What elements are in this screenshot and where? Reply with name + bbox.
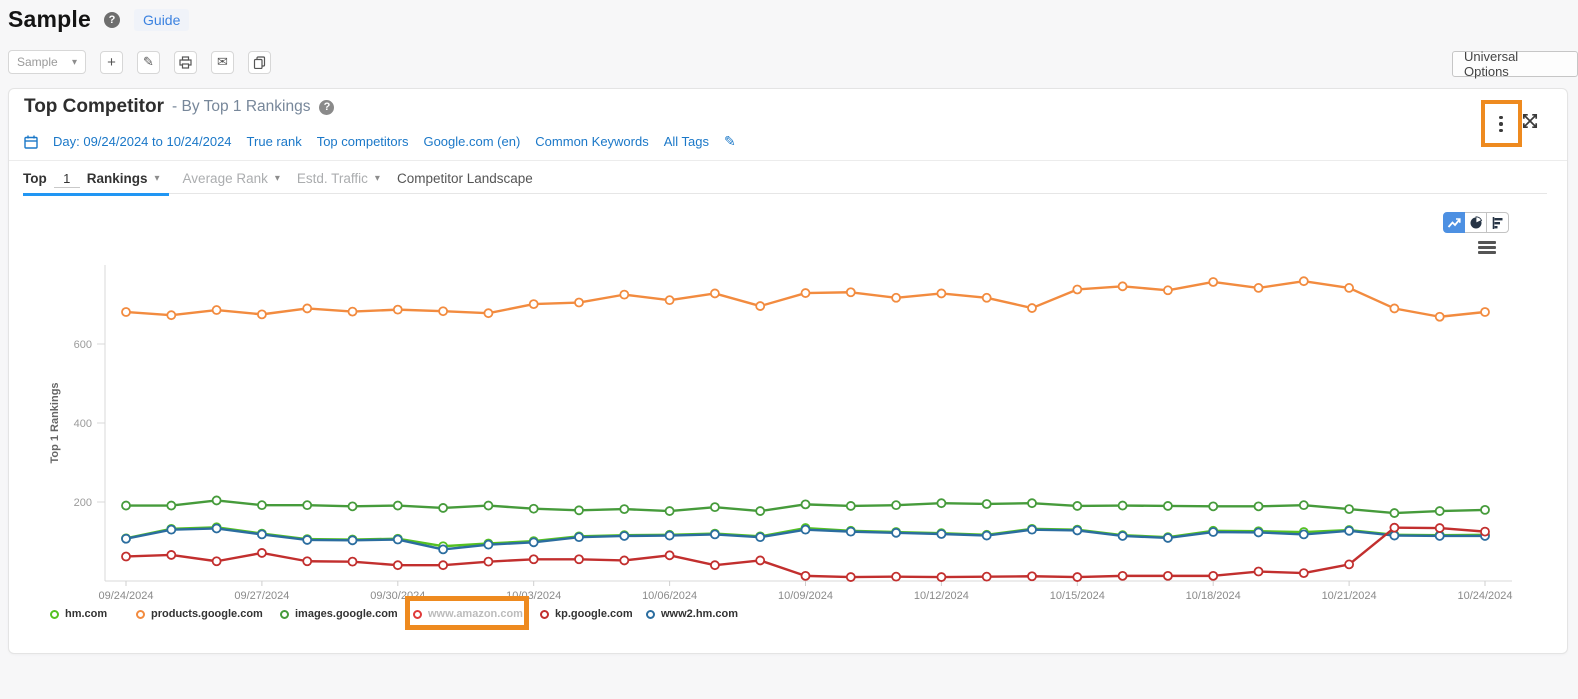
chevron-down-icon: ▾ (274, 173, 280, 184)
print-button[interactable] (174, 50, 197, 74)
line-chart-icon (1447, 217, 1461, 228)
header-divider (9, 160, 1567, 161)
chart-type-toggle-group (1443, 212, 1509, 233)
report-select-dropdown[interactable]: Sample ▾ (8, 50, 86, 74)
widget-filter-row: Day: 09/24/2024 to 10/24/2024 True rank … (24, 133, 736, 150)
edit-filters-pencil-icon[interactable]: ✎ (724, 133, 736, 149)
legend-label: images.google.com (295, 608, 398, 620)
filter-top-competitors[interactable]: Top competitors (316, 134, 409, 149)
legend-item-images.google.com[interactable]: images.google.com (280, 606, 398, 622)
legend-marker-icon (50, 609, 59, 619)
legend-label: www.amazon.com (428, 608, 523, 620)
widget-subtitle: - By Top 1 Rankings (172, 98, 311, 115)
universal-options-button[interactable]: Universal Options (1452, 49, 1578, 79)
tab-top-rankings[interactable]: Top Rankings ▾ (23, 164, 169, 196)
add-report-button[interactable]: + (100, 50, 123, 74)
hamburger-icon (1478, 241, 1496, 244)
chart-context-menu-button[interactable] (1478, 241, 1496, 254)
tab-competitor-landscape[interactable]: Competitor Landscape (396, 171, 533, 186)
tab-top-label: Top (23, 171, 47, 186)
pencil-icon: ✎ (143, 54, 154, 69)
legend-label: products.google.com (151, 608, 263, 620)
active-tab-underline (23, 192, 169, 196)
legend-item-hm.com[interactable]: hm.com (50, 606, 107, 622)
legend-marker-icon (413, 609, 422, 619)
filter-search-engine[interactable]: Google.com (en) (423, 134, 521, 149)
printer-icon (179, 55, 192, 69)
tab-average-rank[interactable]: Average Rank ▾ (182, 171, 280, 186)
legend-marker-icon (540, 609, 549, 619)
legend-label: www2.hm.com (661, 608, 739, 620)
tab-estd-traffic[interactable]: Estd. Traffic ▾ (296, 171, 380, 186)
email-button[interactable]: ✉ (211, 50, 234, 74)
fullscreen-expand-icon[interactable] (1521, 112, 1539, 130)
filter-true-rank[interactable]: True rank (246, 134, 302, 149)
filter-tags[interactable]: All Tags (663, 134, 710, 149)
pie-chart-icon (1470, 215, 1482, 228)
pie-chart-button[interactable] (1465, 212, 1487, 233)
filter-date-range[interactable]: Day: 09/24/2024 to 10/24/2024 (53, 134, 232, 149)
report-toolbar: Sample ▾ + ✎ ✉ (8, 50, 271, 74)
tab-rankings-label: Rankings (86, 171, 148, 186)
copy-button[interactable] (248, 50, 271, 74)
copy-icon (253, 55, 266, 69)
legend-item-kp.google.com[interactable]: kp.google.com (540, 606, 633, 622)
legend-marker-icon (646, 609, 655, 619)
bar-chart-icon (1492, 216, 1502, 229)
chevron-down-icon: ▾ (374, 173, 380, 184)
page-header: Sample ? Guide (8, 6, 190, 33)
guide-link[interactable]: Guide (134, 8, 190, 31)
page-title: Sample (8, 6, 92, 32)
filter-keyword-group[interactable]: Common Keywords (535, 134, 649, 149)
calendar-icon (24, 135, 38, 149)
bar-chart-button[interactable] (1487, 212, 1509, 233)
widget-tabs: Top Rankings ▾ Average Rank ▾ Estd. Traf… (23, 164, 1547, 196)
help-icon[interactable]: ? (104, 11, 121, 28)
legend-marker-icon (136, 609, 145, 619)
line-chart-button[interactable] (1443, 212, 1465, 233)
edit-report-button[interactable]: ✎ (137, 50, 160, 74)
report-select-value: Sample (17, 55, 58, 69)
legend-item-www2.hm.com[interactable]: www2.hm.com (646, 606, 738, 622)
legend-marker-icon (280, 609, 289, 619)
kebab-menu-icon (1499, 115, 1503, 120)
chevron-down-icon: ▾ (154, 173, 160, 184)
legend-item-www.amazon.com[interactable]: www.amazon.com (413, 606, 523, 622)
envelope-icon: ✉ (217, 54, 228, 69)
legend-label: kp.google.com (555, 608, 633, 620)
widget-header: Top Competitor - By Top 1 Rankings ? (24, 96, 335, 118)
widget-title: Top Competitor (24, 96, 165, 117)
legend-item-products.google.com[interactable]: products.google.com (136, 606, 263, 622)
plus-icon: + (107, 53, 116, 71)
help-icon[interactable]: ? (319, 99, 335, 115)
chevron-down-icon: ▾ (71, 56, 77, 68)
widget-menu-button[interactable] (1493, 109, 1509, 139)
legend-label: hm.com (65, 608, 108, 620)
top-n-input[interactable] (53, 169, 80, 188)
